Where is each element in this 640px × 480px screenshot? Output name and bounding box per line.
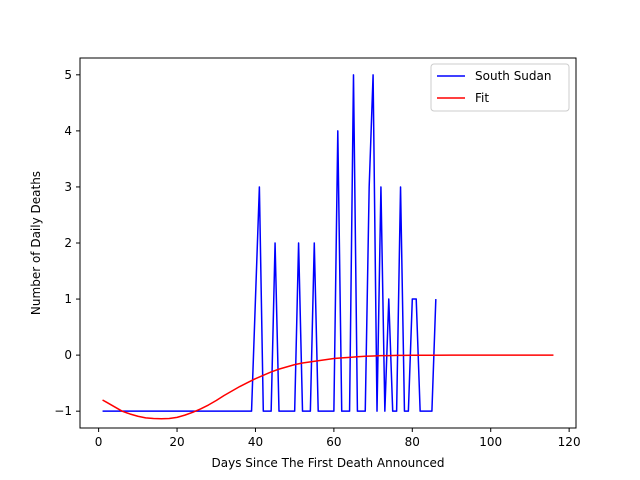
series-line-south-sudan [102,74,437,412]
legend-box [430,63,570,112]
x-tick-label: 0 [95,435,103,449]
y-axis-ticks: −1 0 1 2 3 4 5 [54,68,80,418]
x-axis-label: Days Since The First Death Announced [212,456,445,470]
x-tick-label: 40 [248,435,263,449]
y-tick-label: 1 [64,292,72,306]
x-tick-label: 120 [558,435,581,449]
y-tick-label: 2 [64,236,72,250]
y-tick-label: 4 [64,124,72,138]
y-tick-label: 3 [64,180,72,194]
series-line-fit [102,354,554,420]
y-tick-label: −1 [54,404,72,418]
legend: South Sudan Fit [430,63,570,112]
x-tick-label: 100 [479,435,502,449]
plot-area [79,57,577,429]
x-axis-ticks: 0 20 40 60 80 100 120 [95,428,581,449]
y-tick-label: 5 [64,68,72,82]
series-layer [102,74,554,420]
x-tick-label: 80 [405,435,420,449]
y-tick-label: 0 [64,348,72,362]
plot-frame [79,57,577,429]
legend-label-south-sudan: South Sudan [475,69,552,83]
legend-label-fit: Fit [475,91,489,105]
y-axis-label: Number of Daily Deaths [29,171,43,315]
x-tick-label: 20 [169,435,184,449]
x-tick-label: 60 [326,435,341,449]
